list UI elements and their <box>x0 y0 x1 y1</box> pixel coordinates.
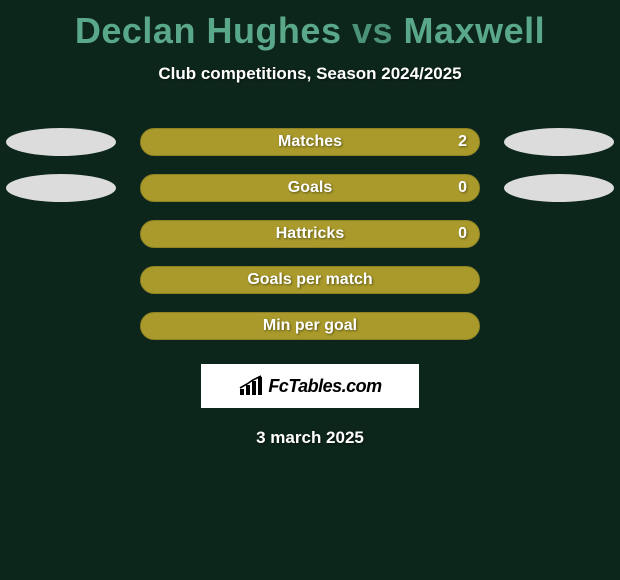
stat-value: 0 <box>458 221 467 247</box>
stat-value: 2 <box>458 129 467 155</box>
bar-chart-icon <box>238 375 264 397</box>
title-vs: vs <box>352 10 393 51</box>
stat-bar: Min per goal <box>140 312 480 340</box>
stat-row: Min per goal <box>0 306 620 352</box>
stat-bar: Goals per match <box>140 266 480 294</box>
stat-label: Min per goal <box>263 317 357 335</box>
player2-placeholder-ellipse <box>504 128 614 156</box>
logo-text: FcTables.com <box>268 376 381 397</box>
stat-bar: Hattricks 0 <box>140 220 480 248</box>
stat-value: 0 <box>458 175 467 201</box>
stat-label: Hattricks <box>276 225 344 243</box>
stat-row: Goals 0 <box>0 168 620 214</box>
player1-placeholder-ellipse <box>6 128 116 156</box>
stats-list: Matches 2 Goals 0 Hattricks 0 Goals per match M… <box>0 122 620 352</box>
stat-row: Matches 2 <box>0 122 620 168</box>
title-player1: Declan Hughes <box>75 10 342 51</box>
stat-label: Matches <box>278 133 342 151</box>
stat-bar: Matches 2 <box>140 128 480 156</box>
page-title: Declan Hughes vs Maxwell <box>0 0 620 52</box>
stat-row: Hattricks 0 <box>0 214 620 260</box>
stat-bar: Goals 0 <box>140 174 480 202</box>
site-logo: FcTables.com <box>201 364 419 408</box>
stat-row: Goals per match <box>0 260 620 306</box>
date-label: 3 march 2025 <box>0 428 620 448</box>
subtitle: Club competitions, Season 2024/2025 <box>0 64 620 84</box>
player2-placeholder-ellipse <box>504 174 614 202</box>
stat-label: Goals per match <box>247 271 372 289</box>
player1-placeholder-ellipse <box>6 174 116 202</box>
stat-label: Goals <box>288 179 332 197</box>
title-player2: Maxwell <box>404 10 546 51</box>
